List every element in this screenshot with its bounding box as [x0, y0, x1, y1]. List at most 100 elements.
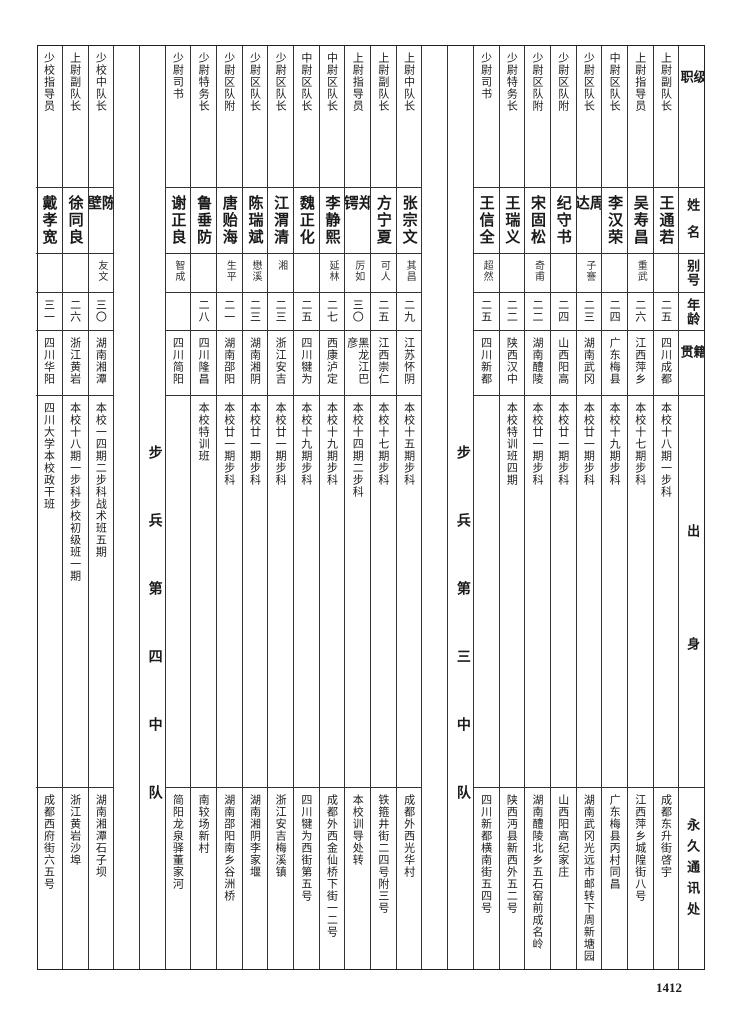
- age-value: 二三: [248, 299, 262, 323]
- native-value: 湖南湘阴: [248, 337, 262, 385]
- cell-age: 二五: [371, 293, 396, 331]
- native-value: 四川新都: [479, 337, 493, 385]
- cell-origin: 本校十四期二步科: [345, 396, 371, 788]
- origin-value: 本校一四期二步科战术班五期: [94, 402, 108, 558]
- cell-address: 湖南湘阴李家堰: [243, 788, 268, 969]
- alias-value: 可人: [378, 260, 390, 282]
- cell-address: 四川新都横南街五四号: [474, 788, 499, 969]
- alias-value: 厉如: [352, 260, 364, 282]
- name-value: 戴孝宽: [40, 195, 59, 246]
- table-row: 中尉区队长 李汉荣 二四 广东梅县 本校十九期步科 广东梅县丙村同昌: [601, 46, 627, 969]
- name-value: 纪守书: [554, 195, 573, 246]
- origin-value: 本校十九期步科: [325, 402, 339, 486]
- header-label-age: 年龄: [684, 298, 700, 326]
- cell-native: 江苏怀阴: [396, 331, 422, 396]
- origin-value: 本校十八期一步科步校初级班一期: [68, 402, 82, 582]
- cell-address: 陕西沔县新西外五二号: [500, 788, 525, 969]
- cell-origin: 本校十九期步科: [294, 396, 319, 788]
- rank-value: 少尉区队附: [222, 52, 236, 112]
- cell-rank: 少尉特务长: [191, 46, 216, 188]
- cell-native: 四川隆昌: [191, 331, 216, 396]
- cell-name: 方宁夏: [371, 188, 396, 254]
- address-value: 成都外西金仙桥下街一二号: [325, 794, 339, 938]
- cell-age: 二三: [268, 293, 293, 331]
- cell-address: 成都外西光华村: [397, 788, 422, 969]
- cell-origin: 本校廿一期步科: [268, 396, 293, 788]
- header-label-origin: 出身: [684, 524, 700, 750]
- cell-alias: 超然: [473, 254, 499, 293]
- name-value: 王瑞义: [503, 195, 522, 246]
- cell-alias: 延林: [319, 254, 345, 293]
- cell-name: 吴寿昌: [627, 188, 653, 254]
- origin-value: 本校廿一期步科: [582, 402, 596, 486]
- address-value: 铁箍井街二四号附三号: [376, 794, 390, 914]
- cell-alias: 可人: [371, 254, 396, 293]
- native-value: 四川隆昌: [197, 337, 211, 385]
- cell-age: 二三: [576, 293, 602, 331]
- cell-age: 二六: [62, 293, 88, 331]
- cell-age: [165, 293, 191, 331]
- native-value: 四川犍为: [299, 337, 313, 385]
- header-cell-origin: 出身: [679, 396, 704, 788]
- cell-name: 周达: [576, 188, 602, 254]
- cell-address: 成都西府街六五号: [36, 788, 62, 969]
- address-value: 成都外西光华村: [402, 794, 416, 878]
- origin-value: 本校廿一期步科: [274, 402, 288, 486]
- cell-origin: 本校十九期步科: [602, 396, 627, 788]
- native-value: 西康泸定: [325, 337, 339, 385]
- native-value: 山西阳高: [556, 337, 570, 385]
- header-label-address: 永久通讯处: [684, 818, 700, 923]
- age-value: 二五: [479, 299, 493, 323]
- cell-name: 郑锷: [345, 188, 371, 254]
- origin-value: 本校十九期步科: [299, 402, 313, 486]
- cell-origin: 四川大学本校政干班: [36, 396, 62, 788]
- cell-name: 陈壁: [88, 188, 114, 254]
- origin-value: 本校十七期步科: [633, 402, 647, 486]
- address-value: 四川新都横南街五四号: [479, 794, 493, 914]
- cell-address: 南较场新村: [191, 788, 216, 969]
- rank-value: 少尉特务长: [197, 52, 211, 112]
- age-value: 二五: [659, 299, 673, 323]
- age-value: 二二: [531, 299, 545, 323]
- name-value: 王信全: [477, 195, 496, 246]
- cell-name: 张宗文: [396, 188, 422, 254]
- cell-address: 铁箍井街二四号附三号: [371, 788, 396, 969]
- native-value: 广东梅县: [608, 337, 622, 385]
- cell-origin: 本校十九期步科: [319, 396, 345, 788]
- cell-native: 四川新都: [473, 331, 499, 396]
- cell-native: 四川犍为: [294, 331, 319, 396]
- rank-value: 上尉副队长: [68, 52, 82, 112]
- native-value: 湖南邵阳: [222, 337, 236, 385]
- cell-native: 湖南湘潭: [88, 331, 114, 396]
- cell-origin: 本校十八期一步科步校初级班一期: [62, 396, 88, 788]
- cell-rank: 中尉区队长: [319, 46, 345, 188]
- cell-native: 湖南湘阴: [242, 331, 268, 396]
- address-value: 成都西府街六五号: [42, 794, 56, 890]
- cell-rank: 上尉副队长: [653, 46, 679, 188]
- alias-value: 湘: [275, 260, 287, 271]
- age-value: 二八: [197, 299, 211, 323]
- origin-value: 本校十七期步科: [376, 402, 390, 486]
- age-value: 二六: [68, 299, 82, 323]
- age-value: 二九: [402, 299, 416, 323]
- cell-native: 湖南武冈: [576, 331, 602, 396]
- cell-age: 二五: [473, 293, 499, 331]
- cell-alias: 友文: [88, 254, 114, 293]
- rank-value: 上尉副队长: [659, 52, 673, 112]
- cell-alias: 智成: [165, 254, 191, 293]
- cell-origin: 本校十七期步科: [371, 396, 396, 788]
- cell-alias: [550, 254, 576, 293]
- table-row: 少尉司书 王信全 超然 二五 四川新都 四川新都横南街五四号: [472, 46, 499, 969]
- cell-age: 二二: [499, 293, 525, 331]
- cell-rank: 上尉中队长: [396, 46, 422, 188]
- cell-rank: 少尉区队附: [216, 46, 242, 188]
- cell-rank: 上尉指导员: [627, 46, 653, 188]
- cell-address: 成都东升街啓宇: [654, 788, 679, 969]
- cell-alias: 懋溪: [242, 254, 268, 293]
- origin-value: 本校特训班四期: [505, 402, 519, 486]
- section-title-column: 步兵第四中队: [138, 46, 165, 969]
- native-value: 江西萍乡: [633, 337, 647, 385]
- native-value: 四川成都: [659, 337, 673, 385]
- address-value: 南较场新村: [197, 794, 211, 854]
- cell-name: 李汉荣: [602, 188, 627, 254]
